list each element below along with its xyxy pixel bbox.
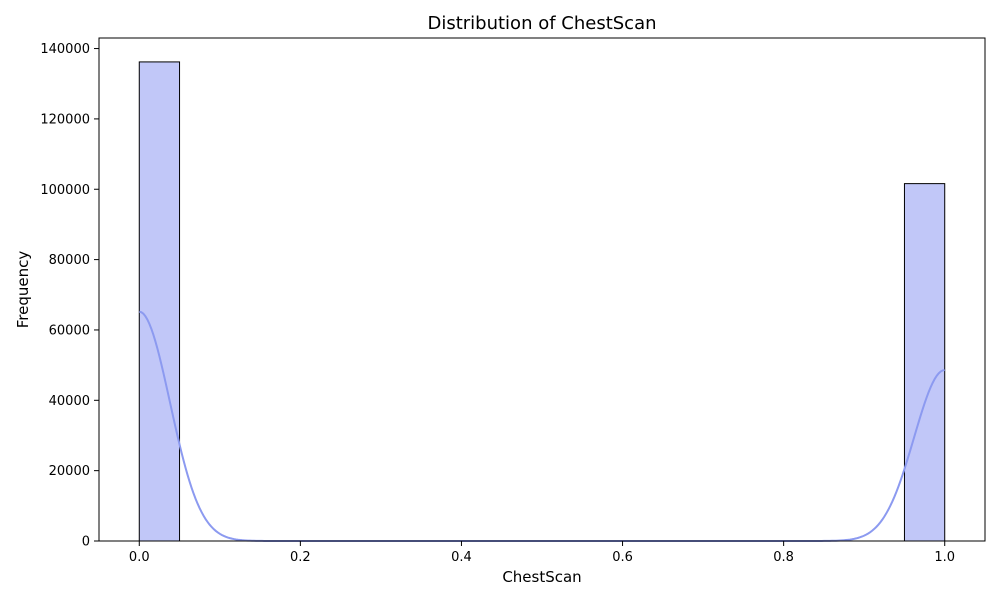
y-tick-label: 100000 [40,183,90,198]
y-tick-label: 0 [82,535,90,550]
bars-group [138,61,946,542]
y-axis: 0 20000 40000 60000 80000 100000 120000 140000 [40,42,99,550]
x-tick-label: 0.8 [773,550,794,565]
x-tick-label: 0.0 [129,550,150,565]
y-tick-label: 120000 [40,112,90,127]
histogram-bar-0 [138,61,181,542]
y-tick-label: 20000 [49,464,90,479]
y-tick-label: 40000 [49,394,90,409]
y-tick-label: 140000 [40,42,90,57]
chart-title: Distribution of ChestScan [427,13,656,34]
x-axis: 0.0 0.2 0.4 0.6 0.8 1.0 [129,541,955,565]
x-tick-label: 0.2 [290,550,311,565]
y-tick-label: 60000 [49,323,90,338]
histogram-bar-1 [903,183,946,542]
y-tick-label: 80000 [49,253,90,268]
x-tick-label: 0.6 [612,550,633,565]
plot-frame [98,37,986,542]
x-tick-label: 1.0 [934,550,955,565]
x-tick-label: 0.4 [451,550,472,565]
y-axis-label: Frequency [14,251,32,329]
x-axis-label: ChestScan [502,568,581,586]
kde-curve [139,310,945,542]
